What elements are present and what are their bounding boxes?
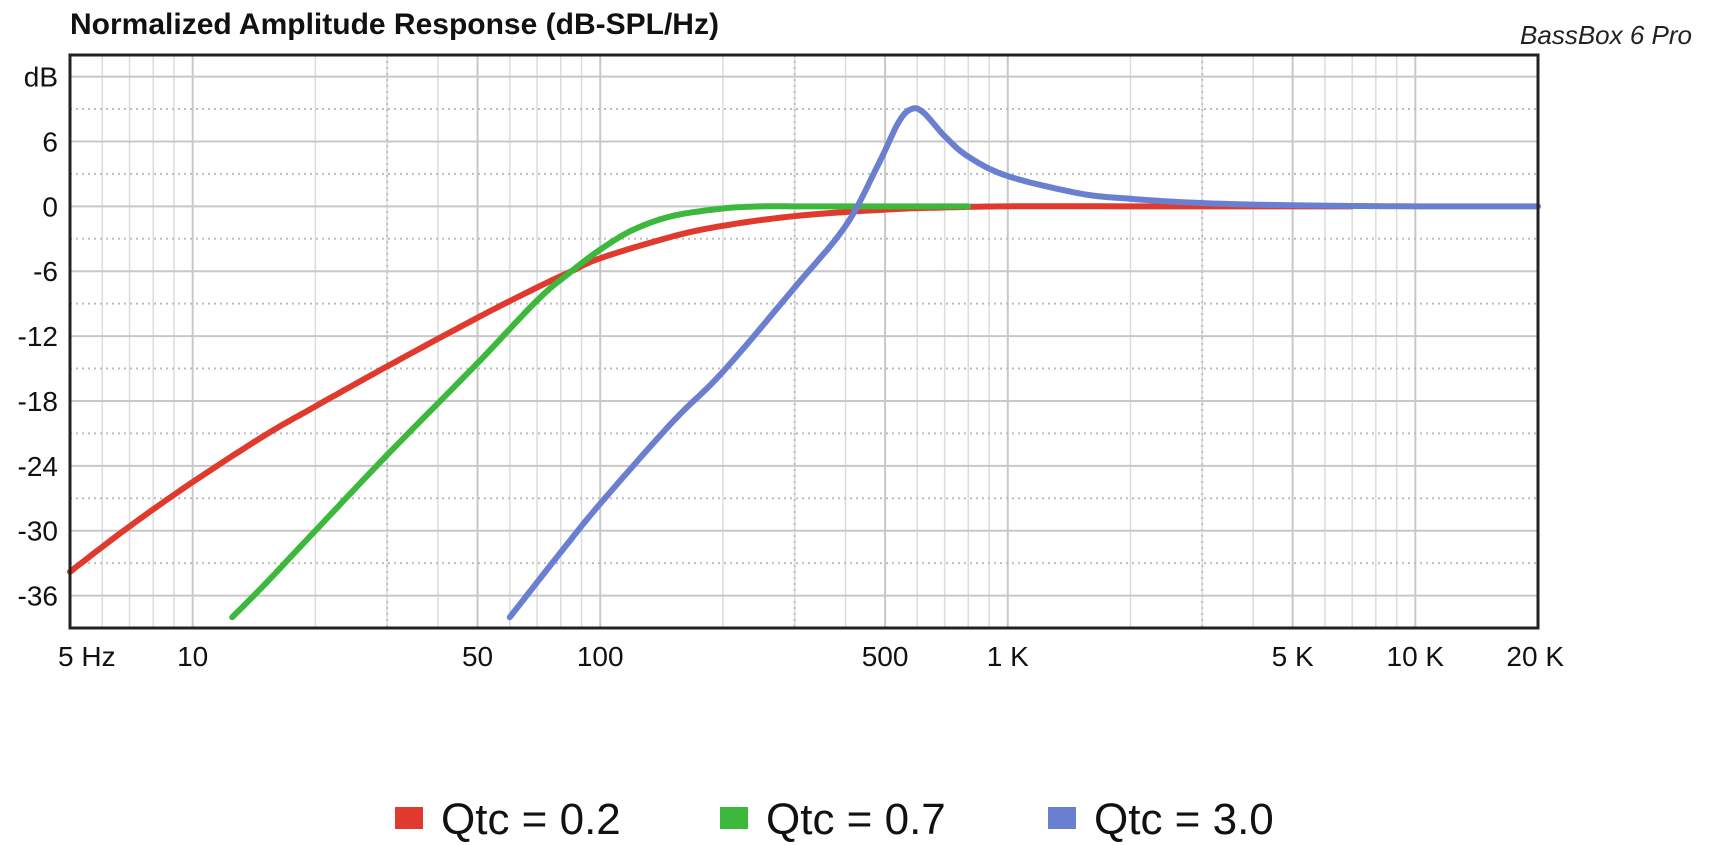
legend-label: Qtc = 3.0 [1094,795,1274,844]
x-tick-label: 100 [577,641,624,672]
legend-label: Qtc = 0.7 [766,795,946,844]
series-line [67,203,1356,575]
x-tick-label: 500 [862,641,909,672]
y-tick-label: -30 [18,516,58,547]
curves [67,105,1541,621]
series-line [229,203,972,621]
series-line [506,105,1541,621]
legend: Qtc = 0.2 Qtc = 0.7 Qtc = 3.0 [395,795,1274,844]
y-tick-label: -18 [18,386,58,417]
plot-frame [68,53,1540,630]
legend-swatch [395,807,423,829]
y-axis-ticks: 6 0 -6 -12 -18 -24 -30 -36 [18,126,58,611]
y-axis-unit-label: dB [24,62,58,93]
x-axis-ticks: 5 Hz 10 50 100 500 1 K 5 K 10 K 20 K [58,641,1564,672]
x-tick-label: 1 K [987,641,1029,672]
grid [69,55,1539,628]
chart-title: Normalized Amplitude Response (dB-SPL/Hz… [70,8,719,41]
legend-label: Qtc = 0.2 [441,795,621,844]
y-tick-label: 6 [42,126,58,157]
x-tick-label: 10 [177,641,208,672]
x-tick-label: 5 Hz [58,641,116,672]
y-tick-label: -6 [33,256,58,287]
legend-swatch [720,807,748,829]
y-tick-label: -12 [18,321,58,352]
x-tick-label: 50 [462,641,493,672]
legend-swatch [1048,807,1076,829]
x-tick-label: 20 K [1506,641,1564,672]
y-tick-label: 0 [42,191,58,222]
x-tick-label: 5 K [1272,641,1314,672]
y-tick-label: -24 [18,451,58,482]
brand-label: BassBox 6 Pro [1520,20,1692,50]
x-tick-label: 10 K [1387,641,1445,672]
y-tick-label: -36 [18,581,58,612]
